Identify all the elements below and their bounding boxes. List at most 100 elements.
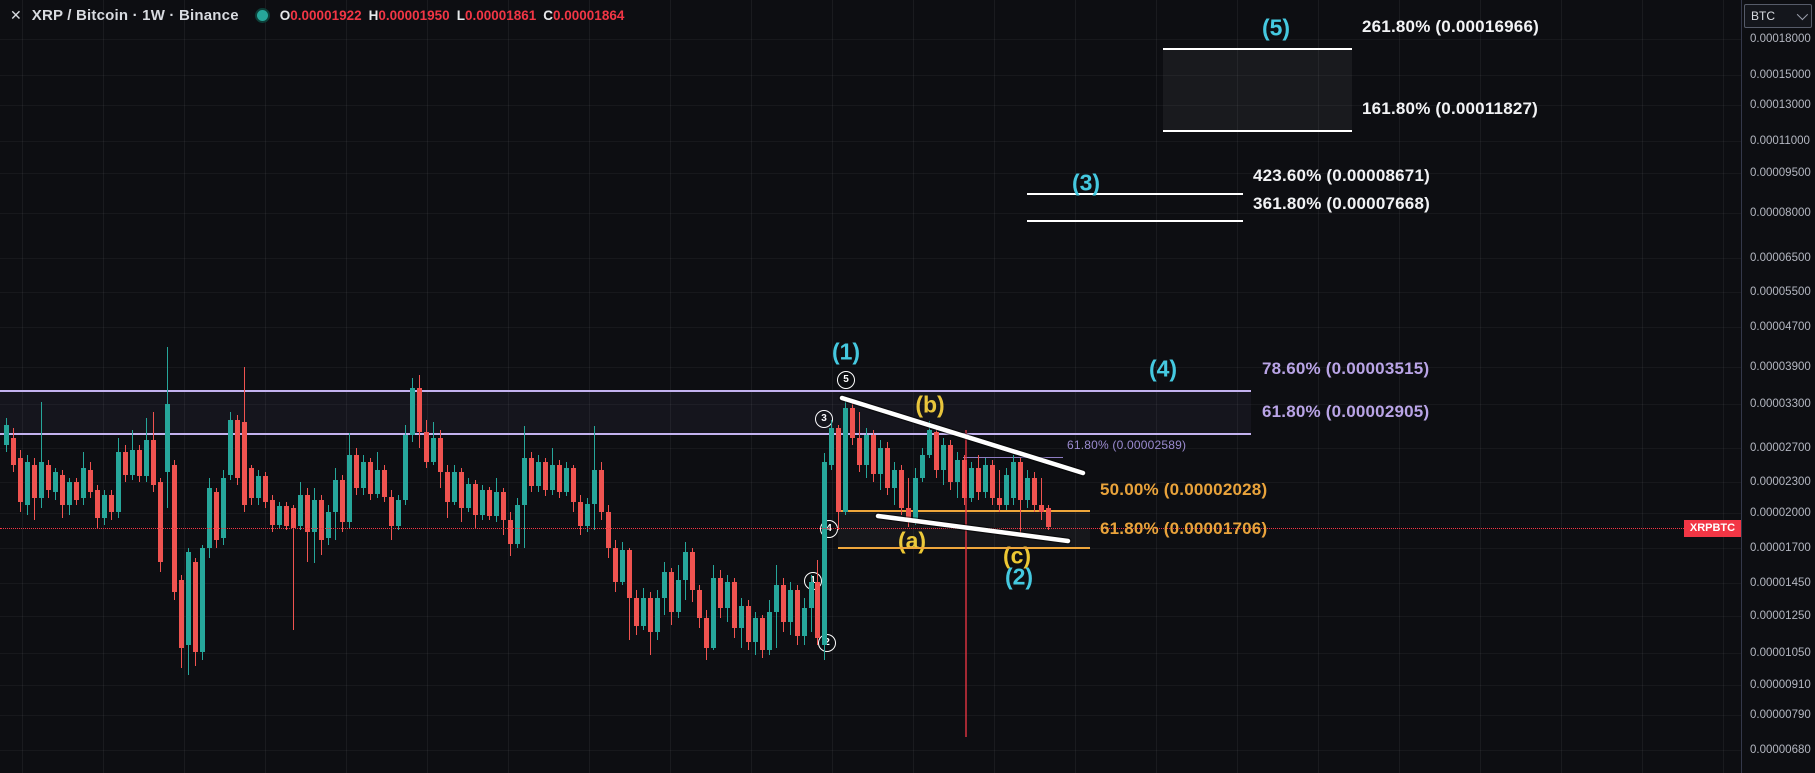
- candle[interactable]: [487, 490, 492, 516]
- candle[interactable]: [795, 590, 800, 636]
- candle[interactable]: [697, 590, 702, 618]
- candle[interactable]: [613, 548, 618, 582]
- fib-retracement-wave4-line[interactable]: [0, 390, 1251, 392]
- candle[interactable]: [543, 462, 548, 490]
- candle[interactable]: [1046, 508, 1051, 527]
- candle[interactable]: [445, 472, 450, 502]
- candle[interactable]: [494, 492, 499, 516]
- candle[interactable]: [39, 462, 44, 498]
- candle[interactable]: [333, 480, 338, 512]
- candle[interactable]: [641, 598, 646, 626]
- candle[interactable]: [326, 512, 331, 538]
- trendline-lower[interactable]: [875, 513, 1071, 544]
- candle[interactable]: [501, 492, 506, 520]
- candle[interactable]: [829, 428, 834, 465]
- candle[interactable]: [11, 438, 16, 465]
- candle[interactable]: [592, 470, 597, 504]
- candle[interactable]: [760, 618, 765, 650]
- candle[interactable]: [466, 484, 471, 508]
- fib-retracement-wave2-line[interactable]: [838, 510, 1090, 512]
- fib-extension-wave5-line[interactable]: [1163, 48, 1352, 50]
- candle[interactable]: [955, 460, 960, 482]
- candle[interactable]: [102, 495, 107, 518]
- candle[interactable]: [396, 500, 401, 526]
- candle[interactable]: [193, 562, 198, 652]
- candle[interactable]: [270, 500, 275, 525]
- candle[interactable]: [123, 452, 128, 475]
- candle[interactable]: [1039, 505, 1044, 512]
- candle[interactable]: [934, 432, 939, 470]
- candle[interactable]: [25, 462, 30, 505]
- candle[interactable]: [459, 472, 464, 508]
- candle[interactable]: [725, 582, 730, 608]
- candle[interactable]: [95, 490, 100, 518]
- candle[interactable]: [906, 508, 911, 522]
- fib-retracement-wave4-line[interactable]: [0, 433, 1251, 435]
- candle[interactable]: [340, 480, 345, 522]
- price-axis[interactable]: 0.00018000 0.00015000 0.00013000 0.00011000…: [1741, 0, 1815, 773]
- candle[interactable]: [753, 618, 758, 642]
- candle[interactable]: [815, 582, 820, 638]
- candle[interactable]: [522, 458, 527, 505]
- candle[interactable]: [375, 470, 380, 494]
- candle[interactable]: [648, 598, 653, 632]
- candle[interactable]: [634, 598, 639, 626]
- candle[interactable]: [480, 490, 485, 515]
- candle[interactable]: [550, 465, 555, 490]
- candle[interactable]: [997, 498, 1002, 505]
- fib-extension-wave3-line[interactable]: [1027, 193, 1243, 195]
- candle[interactable]: [885, 448, 890, 488]
- candle[interactable]: [144, 440, 149, 476]
- candle[interactable]: [920, 455, 925, 478]
- candle[interactable]: [200, 548, 205, 652]
- candle[interactable]: [109, 495, 114, 512]
- candle[interactable]: [158, 482, 163, 562]
- candle[interactable]: [53, 472, 58, 492]
- candle[interactable]: [802, 608, 807, 636]
- candle[interactable]: [130, 450, 135, 475]
- symbol-title[interactable]: XRP / Bitcoin · 1W · Binance: [31, 7, 239, 24]
- candle[interactable]: [403, 435, 408, 500]
- candle[interactable]: [941, 445, 946, 470]
- candle[interactable]: [864, 435, 869, 465]
- close-icon[interactable]: ✕: [10, 7, 22, 23]
- candle[interactable]: [843, 408, 848, 512]
- candle[interactable]: [88, 470, 93, 492]
- candle[interactable]: [676, 580, 681, 612]
- candle[interactable]: [1004, 475, 1009, 505]
- candle[interactable]: [382, 470, 387, 497]
- candle[interactable]: [990, 465, 995, 498]
- fib-extension-wave5-line[interactable]: [1163, 130, 1352, 132]
- candle[interactable]: [74, 482, 79, 500]
- candle[interactable]: [179, 580, 184, 648]
- candle[interactable]: [767, 612, 772, 650]
- candle[interactable]: [536, 462, 541, 486]
- candle[interactable]: [452, 472, 457, 502]
- chart-plot-area[interactable]: 261.80% (0.00016966) 161.80% (0.00011827)…: [0, 0, 1741, 773]
- candle[interactable]: [704, 618, 709, 648]
- candle[interactable]: [627, 550, 632, 598]
- candle[interactable]: [18, 458, 23, 502]
- candle[interactable]: [976, 468, 981, 492]
- candle[interactable]: [927, 430, 932, 455]
- candle[interactable]: [137, 450, 142, 476]
- candle[interactable]: [746, 606, 751, 642]
- candle[interactable]: [683, 552, 688, 580]
- candle[interactable]: [263, 476, 268, 502]
- candle[interactable]: [606, 512, 611, 548]
- candle[interactable]: [361, 462, 366, 488]
- candle[interactable]: [1025, 478, 1030, 500]
- candle[interactable]: [291, 508, 296, 528]
- candle[interactable]: [368, 462, 373, 494]
- candle[interactable]: [228, 420, 233, 475]
- trendline-upper[interactable]: [839, 395, 1086, 476]
- candle[interactable]: [298, 495, 303, 526]
- candle[interactable]: [850, 408, 855, 438]
- candle[interactable]: [529, 458, 534, 486]
- candle[interactable]: [822, 462, 827, 645]
- candle[interactable]: [60, 475, 65, 505]
- candle[interactable]: [809, 582, 814, 608]
- candle[interactable]: [116, 452, 121, 512]
- candle[interactable]: [781, 585, 786, 622]
- candle[interactable]: [508, 520, 513, 544]
